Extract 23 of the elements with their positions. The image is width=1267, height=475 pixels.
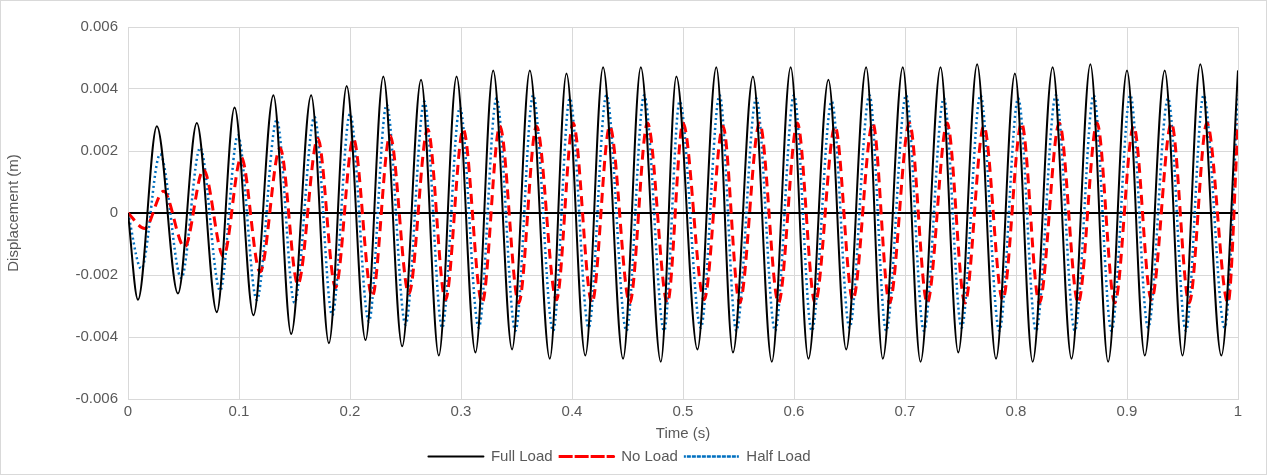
y-tick-label: -0.006 xyxy=(75,389,118,407)
y-tick-label: 0 xyxy=(109,203,118,221)
y-tick-label: -0.002 xyxy=(75,265,118,283)
x-axis-title: Time (s) xyxy=(655,424,711,442)
x-tick-label: 0.9 xyxy=(1116,402,1138,420)
x-tick-label: 0.1 xyxy=(228,402,250,420)
x-tick-label: 0.3 xyxy=(450,402,472,420)
y-tick-label: 0.004 xyxy=(80,79,118,97)
y-axis-title: Displacement (m) xyxy=(4,154,22,272)
legend-label: Full Load xyxy=(490,446,553,464)
y-tick-label: 0.002 xyxy=(80,141,118,159)
legend-label: No Load xyxy=(621,446,678,464)
y-tick-label: -0.004 xyxy=(75,327,118,345)
y-tick-label: 0.006 xyxy=(80,17,118,35)
x-tick-label: 0.7 xyxy=(894,402,916,420)
x-tick-label: 0.5 xyxy=(672,402,694,420)
legend-label: Half Load xyxy=(746,446,811,464)
x-tick-label: 0.6 xyxy=(783,402,805,420)
x-tick-label: 1 xyxy=(1233,402,1243,420)
x-tick-label: 0.8 xyxy=(1005,402,1027,420)
x-tick-label: 0.4 xyxy=(561,402,583,420)
x-tick-label: 0 xyxy=(123,402,133,420)
x-tick-label: 0.2 xyxy=(339,402,361,420)
